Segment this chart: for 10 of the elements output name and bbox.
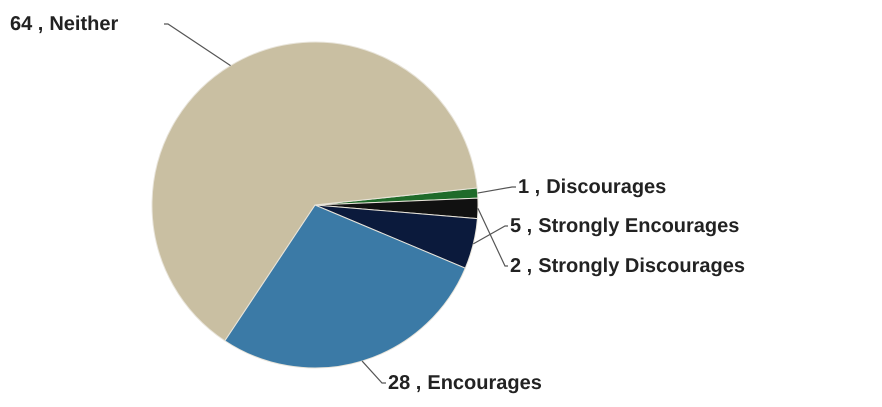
slice-label: Strongly Encourages	[538, 215, 740, 237]
data-label: 1 ,	[518, 176, 540, 198]
data-label: 2 ,	[510, 255, 532, 277]
data-label: 64 ,	[10, 13, 44, 35]
slice-label: Strongly Discourages	[538, 255, 745, 277]
slice-label: Discourages	[546, 176, 666, 198]
data-label: 5 ,	[510, 215, 532, 237]
slice-label: Encourages	[427, 372, 542, 394]
slice-label: Neither	[49, 13, 118, 35]
data-label: 28 ,	[388, 372, 422, 394]
